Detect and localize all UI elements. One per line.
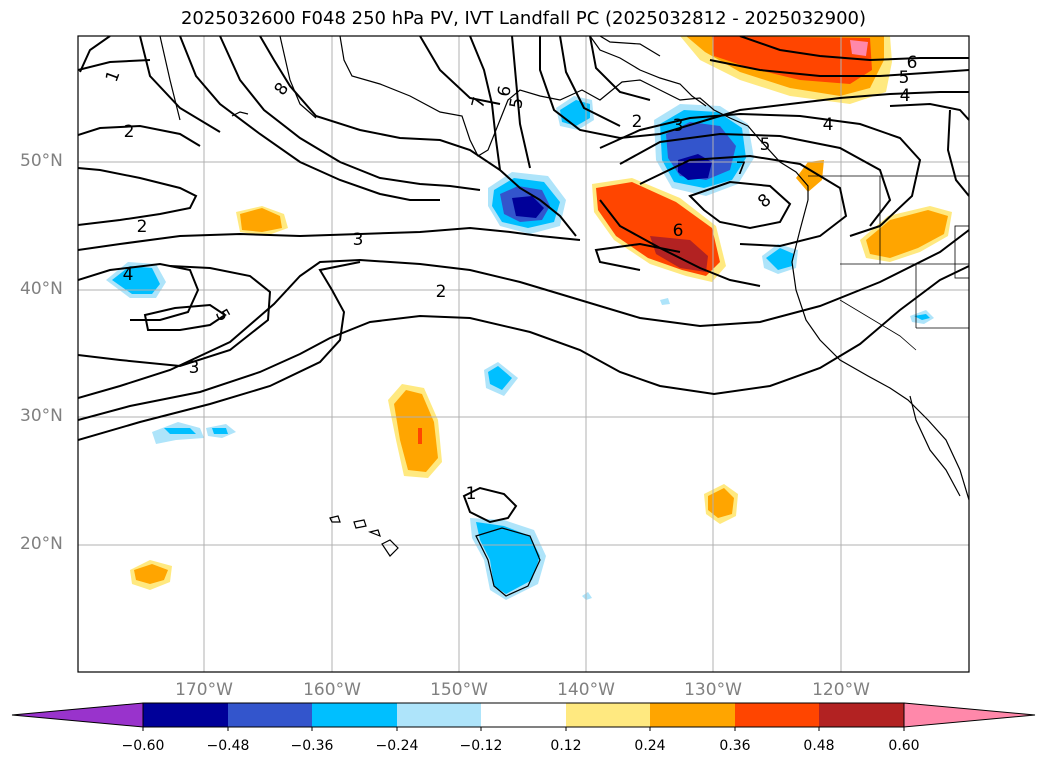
contour-label: 4	[900, 86, 911, 106]
colorbar-bin	[819, 703, 904, 727]
colorbar-bin	[650, 703, 735, 727]
lon-label-130w: 130°W	[684, 680, 742, 700]
contour-label: 2	[137, 217, 148, 237]
contour-label: 3	[353, 230, 364, 250]
contour-label: 2	[124, 122, 135, 142]
colorbar-extend-low	[11, 702, 144, 728]
contour-label: 2	[632, 112, 643, 132]
colorbar-tick-label: −0.24	[375, 738, 419, 754]
contour-label: 5	[899, 68, 910, 88]
contour-label: 8	[754, 190, 775, 212]
colorbar-tick-label: −0.60	[121, 738, 165, 754]
colorbar-tick-label: 0.48	[803, 738, 835, 754]
colorbar-tick-label: 0.12	[550, 738, 582, 754]
contour-label: 2	[436, 282, 447, 302]
lon-label-140w: 140°W	[557, 680, 615, 700]
colorbar-bin	[143, 703, 228, 727]
contour-label: 5	[760, 135, 771, 155]
colorbar-tick-label: −0.36	[290, 738, 334, 754]
contour-label: 7	[468, 95, 490, 111]
contour-label: 3	[673, 116, 684, 136]
lon-label-170w: 170°W	[175, 680, 233, 700]
gridlines	[78, 36, 969, 672]
boundaries	[808, 175, 969, 351]
lat-label-30n: 30°N	[20, 406, 63, 426]
contour-label: 6	[673, 221, 684, 241]
colorbar-tick-label: 0.36	[719, 738, 751, 754]
colorbar	[11, 702, 1036, 731]
contour-label: 7	[736, 159, 747, 179]
lon-label-120w: 120°W	[812, 680, 870, 700]
lon-label-150w: 150°W	[430, 680, 488, 700]
lat-label-50n: 50°N	[20, 151, 63, 171]
colorbar-bin	[735, 703, 819, 727]
coastlines	[159, 36, 969, 597]
contour-label: 1	[102, 68, 124, 85]
contour-label: 4	[123, 265, 134, 285]
contour-label: 4	[823, 115, 834, 135]
contour-label: 5	[506, 96, 528, 110]
lat-label-20n: 20°N	[20, 534, 63, 554]
colorbar-bin	[481, 703, 566, 727]
colorbar-tick-label: 0.24	[634, 738, 666, 754]
map-title: 2025032600 F048 250 hPa PV, IVT Landfall…	[180, 8, 867, 29]
colorbar-bin	[397, 703, 481, 727]
colorbar-tick-label: −0.48	[206, 738, 250, 754]
lat-label-40n: 40°N	[20, 279, 63, 299]
colorbar-bin	[312, 703, 397, 727]
contour-label: 3	[189, 358, 200, 378]
contour-label: 6	[494, 84, 516, 98]
colorbar-bin	[566, 703, 650, 727]
map-frame	[77, 35, 970, 673]
contour-label: 1	[466, 484, 477, 504]
colorbar-tick-label: −0.12	[459, 738, 503, 754]
colorbar-tick-label: 0.60	[888, 738, 920, 754]
colorbar-bin	[228, 703, 312, 727]
contour-label: 6	[907, 53, 918, 73]
contour-label: 8	[271, 79, 294, 99]
colorbar-extend-high	[903, 702, 1036, 728]
lon-label-160w: 160°W	[303, 680, 361, 700]
ivt-contours	[78, 36, 969, 524]
